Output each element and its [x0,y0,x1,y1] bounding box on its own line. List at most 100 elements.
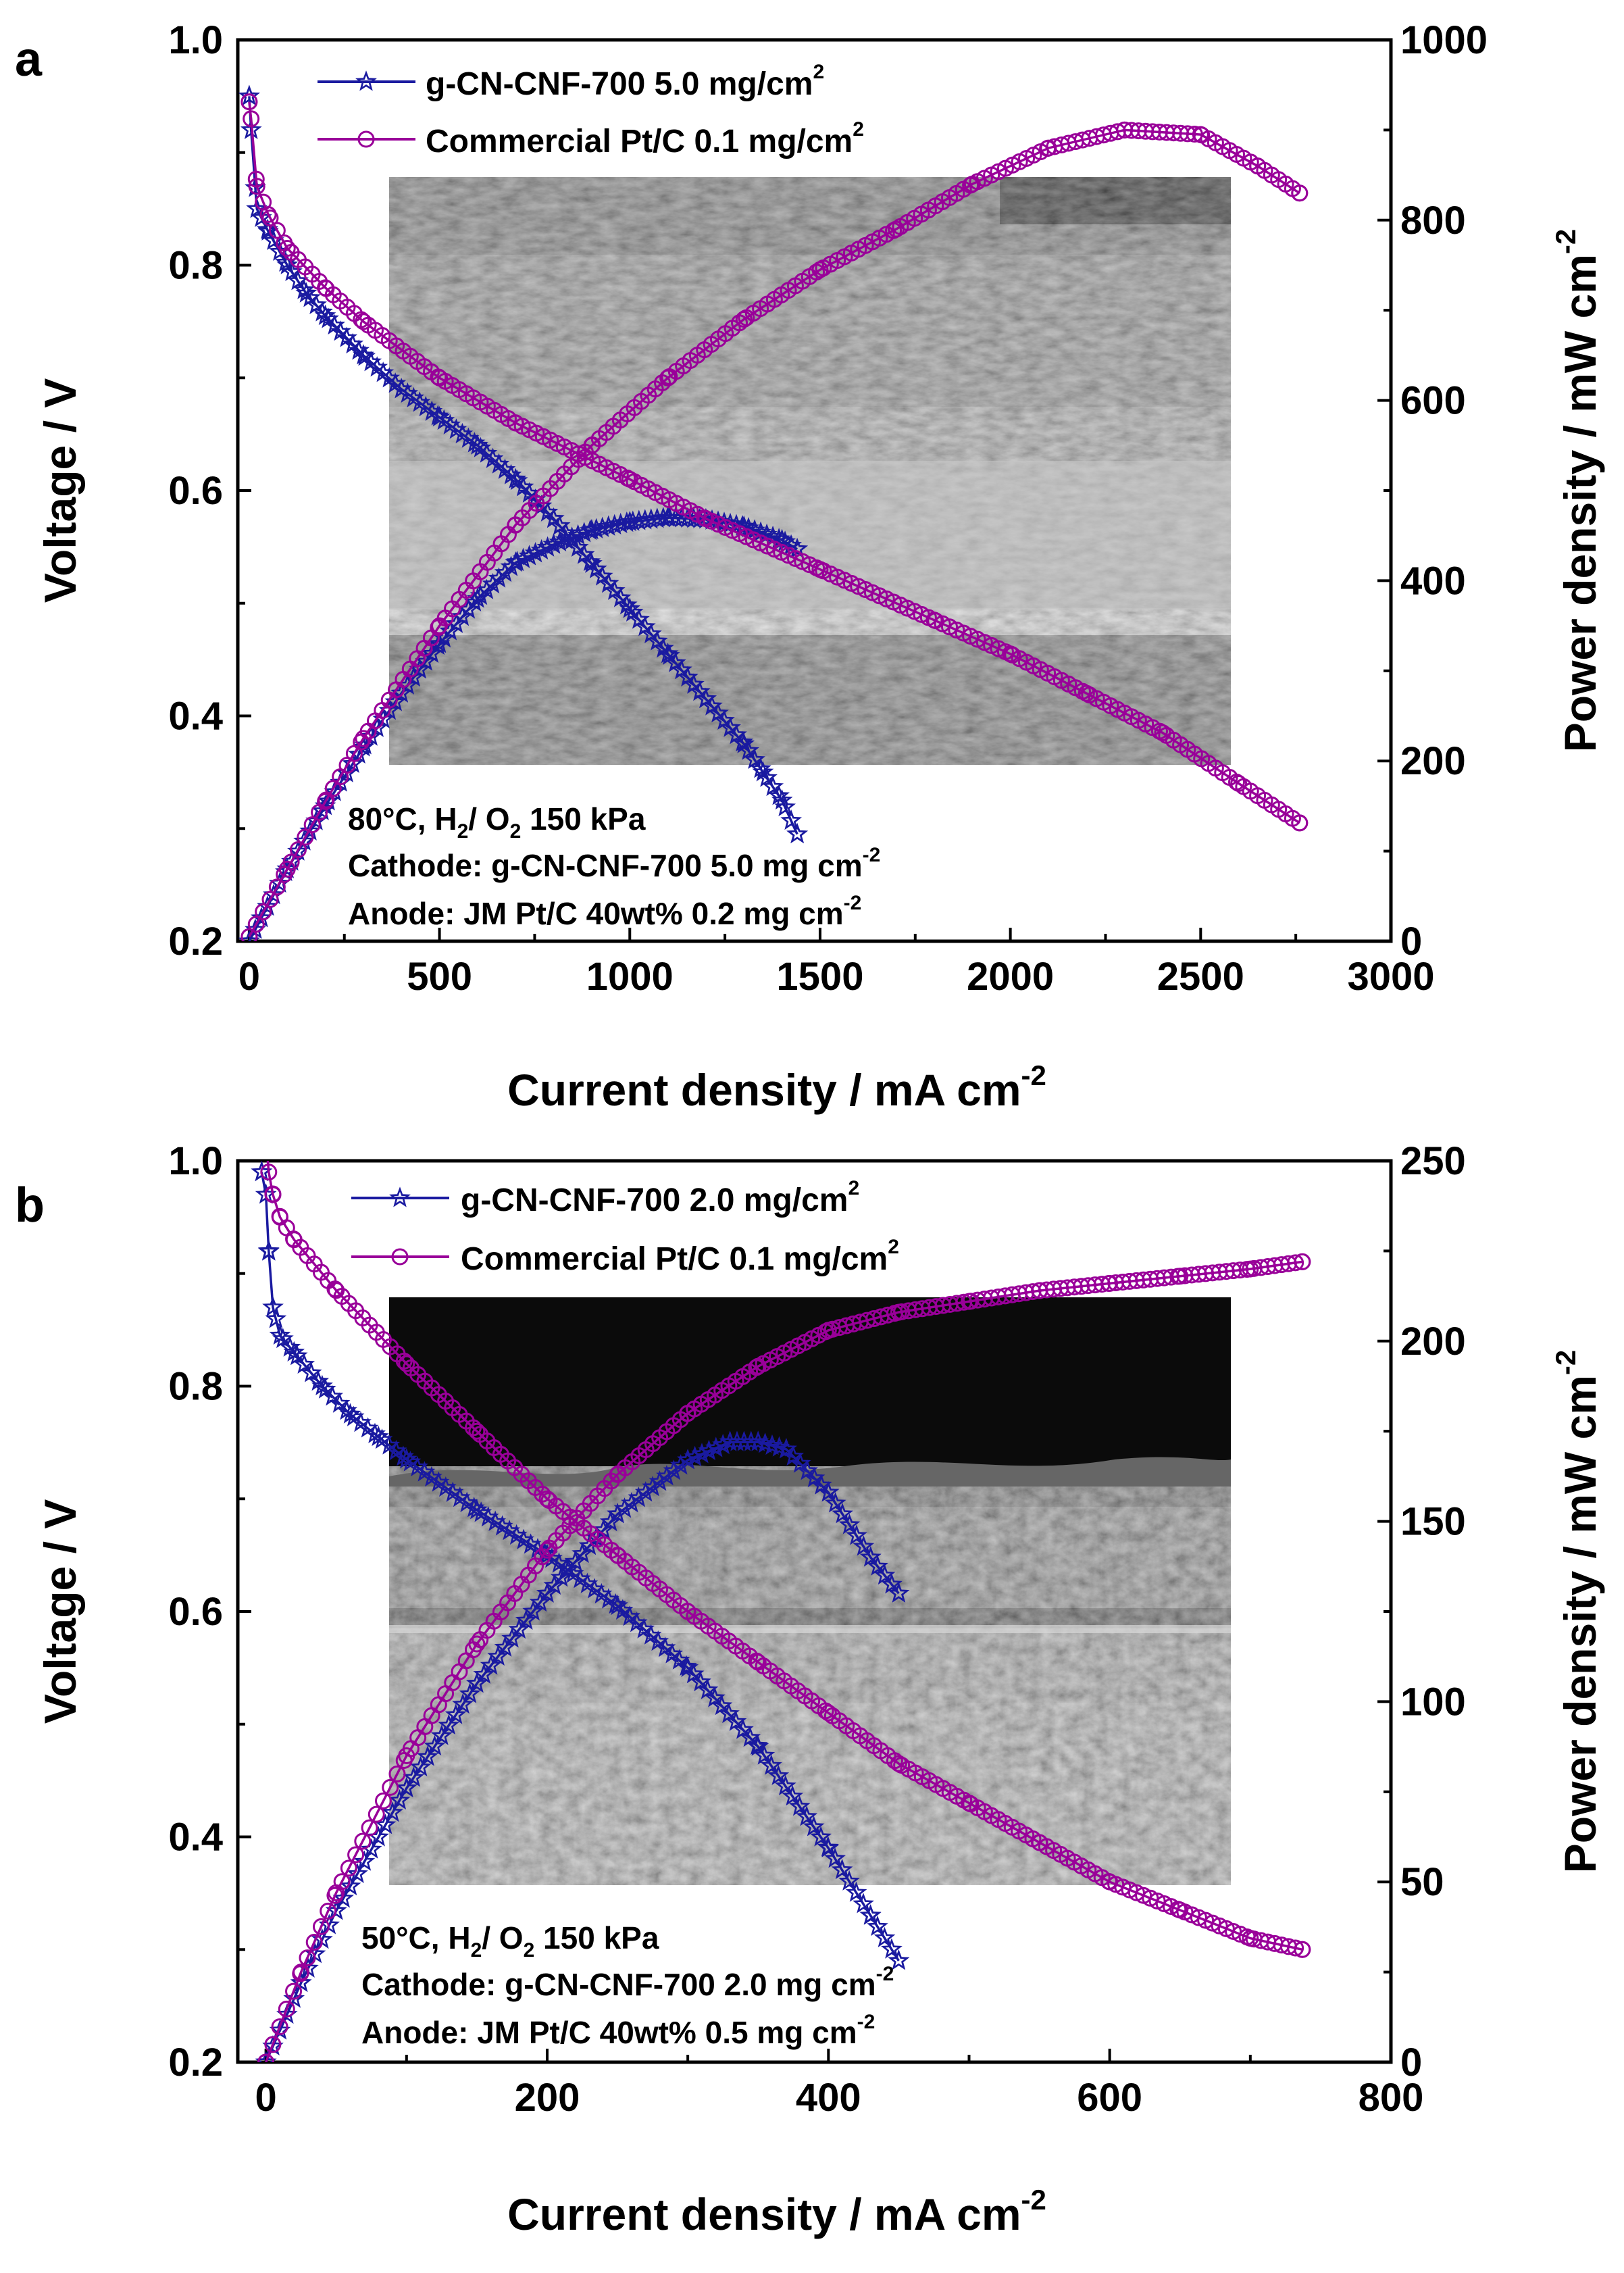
data-point [679,1603,696,1620]
data-point [515,1609,537,1630]
conditions-annotation: 50°C, H2/ O2 150 kPa Cathode: g-CN-CNF-7… [361,1920,894,2050]
data-point [873,1926,896,1947]
data-point [788,1795,811,1816]
data-point [1291,184,1309,202]
data-point [786,822,809,844]
data-point [775,1438,797,1459]
data-point [1031,1834,1048,1851]
data-point [846,1524,867,1545]
data-point [518,545,540,566]
data-point [269,1324,291,1345]
data-point [445,1703,467,1724]
data-point [1230,775,1248,793]
data-point [888,1949,910,1970]
condition-line-3: Anode: JM Pt/C 40wt% 0.2 mg cm-2 [348,892,861,931]
data-point [824,1492,846,1513]
data-point [782,1784,804,1806]
data-point [659,369,677,386]
condition-line-2: Cathode: g-CN-CNF-700 5.0 mg cm-2 [348,844,880,883]
data-point [845,1881,867,1902]
data-point [890,1755,907,1772]
data-point [925,611,943,629]
data-point [679,1405,696,1422]
data-point [1171,1901,1189,1919]
data-point [1287,1254,1304,1272]
data-point [340,1859,357,1877]
y2-tick-label: 0 [1400,920,1422,964]
x-tick-label: 600 [1077,2076,1142,2120]
data-point [542,533,565,554]
data-point [853,1535,875,1556]
y-axis-right: 0 200 400 600 800 1000 [1377,18,1488,964]
series-layer [251,1161,1311,2062]
data-point [888,220,905,238]
data-point [459,1682,481,1703]
data-point [257,218,278,239]
data-point [388,1789,411,1810]
data-point [1154,724,1171,742]
data-point [817,1837,840,1857]
y-tick-label: 0.8 [168,244,223,288]
data-point [246,197,268,218]
x-axis: 0 200 400 600 800 [255,2049,1424,2120]
y-tick-label: 1.0 [168,1139,223,1183]
data-point [271,1208,288,1226]
y2-tick-label: 150 [1400,1500,1466,1544]
data-point [505,468,527,489]
data-point [285,1231,303,1249]
y2-tick-label: 50 [1400,1860,1444,1904]
data-point [317,279,334,297]
series-line [265,1441,900,2062]
data-point [264,2036,282,2053]
data-point [733,732,755,753]
data-point [382,1801,403,1822]
y2-tick-label: 1000 [1400,18,1488,62]
data-point [415,650,437,671]
data-point [530,539,553,560]
data-point [247,170,265,188]
data-point [311,1374,333,1395]
data-point [390,378,413,399]
series-circle-right [240,121,1309,941]
y2-tick-label: 250 [1400,1139,1466,1183]
data-point [278,239,296,257]
data-point [890,1303,907,1321]
data-point [881,1573,903,1594]
data-point [881,1938,903,1959]
data-point [271,2018,288,2036]
data-point [753,1744,776,1765]
data-point [352,344,374,365]
y2-tick-label: 600 [1400,379,1466,423]
data-point [634,1481,657,1502]
y-tick-label: 0.2 [168,2041,223,2084]
data-point [293,278,315,299]
data-point [278,860,296,878]
data-point [1249,157,1267,175]
data-point [251,907,272,928]
data-point [269,240,290,261]
data-point [332,1887,355,1908]
data-point [438,1714,460,1735]
data-point [289,841,307,858]
data-point [774,1774,796,1796]
y-axis-right: 0 50 100 150 200 250 [1377,1139,1466,2084]
conditions-annotation: 80°C, H2/ O2 150 kPa Cathode: g-CN-CNF-7… [348,801,880,931]
x-tick-label: 800 [1359,2076,1424,2120]
data-point [428,632,451,653]
data-point [262,1296,284,1317]
data-point [361,1819,378,1837]
data-point [573,522,595,543]
data-point [752,761,774,782]
data-point [832,1503,854,1524]
data-point [695,687,717,709]
data-point [261,891,279,908]
data-point [697,510,715,528]
y-axis-left: 0.2 0.4 0.6 0.8 1.0 [168,1139,251,2084]
data-point [811,261,829,278]
y-tick-label: 1.0 [168,18,223,62]
data-point [739,1726,761,1747]
data-point [317,793,334,810]
panel-a: a 0 500 1000 1500 2000 2500 3000 0.20.40.60.81… [15,18,1605,1115]
data-point [388,1765,406,1782]
data-point [567,524,589,545]
